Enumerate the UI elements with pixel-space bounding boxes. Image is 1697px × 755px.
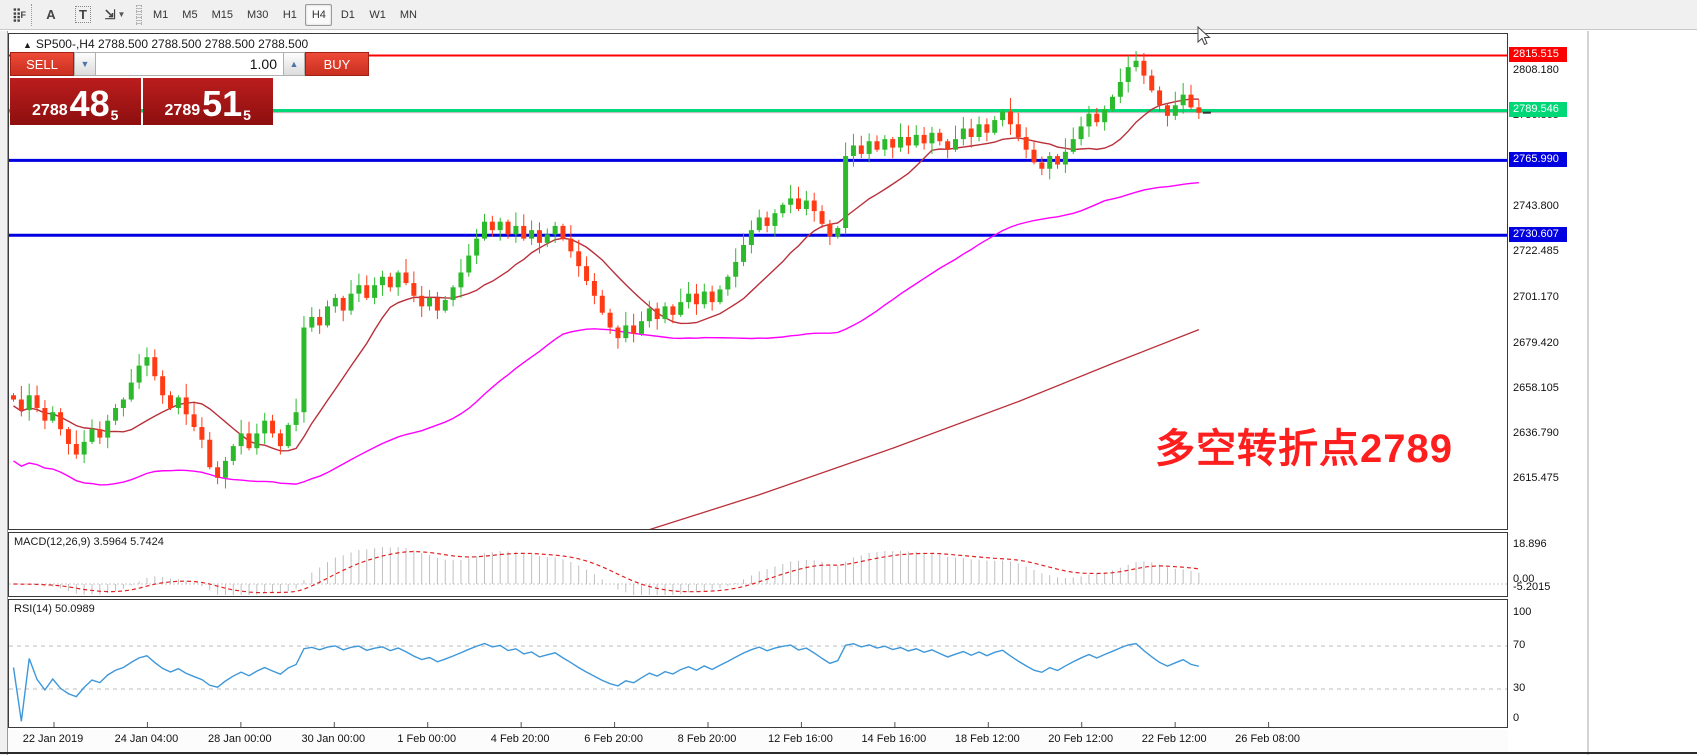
draw-arrows-icon[interactable]: ⇲ ▼	[104, 6, 126, 22]
timeframe-button-M30[interactable]: M30	[246, 8, 269, 21]
collapse-triangle-icon[interactable]: ▲	[23, 40, 32, 50]
volume-decrease-button[interactable]: ▼	[74, 52, 96, 76]
toolbar: ⣿ F A T ⇲ ▼ M1 M5 M15 M30 H1 H4 D1 W1 MN	[0, 0, 1697, 30]
price-tag: 2730.607	[1509, 227, 1567, 243]
rsi-axis-label: 100	[1513, 606, 1532, 618]
volume-input[interactable]	[96, 52, 283, 76]
date-label: 20 Feb 12:00	[1048, 733, 1114, 745]
price-tick-label: 2808.180	[1513, 64, 1559, 76]
price-tag: 2815.515	[1509, 47, 1567, 63]
price-tag: 2765.990	[1509, 152, 1567, 168]
price-tick-label: 2636.790	[1513, 426, 1559, 439]
time-axis[interactable]: 22 Jan 2019 24 Jan 04:00 28 Jan 00:00 30 Ja…	[8, 730, 1508, 752]
rsi-panel[interactable]: RSI(14) 50.0989	[8, 599, 1508, 728]
timeframe-button-H1[interactable]: H1	[282, 8, 297, 21]
volume-increase-button[interactable]: ▲	[283, 52, 305, 76]
timeframe-button-M5[interactable]: M5	[182, 8, 198, 21]
window-bottom-edge	[0, 752, 1697, 754]
ask-quote[interactable]: 2789 51 5	[142, 78, 273, 125]
price-tick-label: 2658.105	[1513, 381, 1559, 394]
rsi-axis-label: 70	[1513, 639, 1526, 651]
price-tick-label: 2615.475	[1513, 471, 1559, 484]
date-label: 18 Feb 12:00	[954, 733, 1020, 745]
timeframe-button-D1[interactable]: D1	[340, 8, 355, 21]
mouse-cursor	[1197, 26, 1211, 46]
chart-annotation: 多空转折点2789	[1155, 427, 1453, 471]
date-label: 26 Feb 08:00	[1235, 733, 1300, 745]
macd-axis-label: 18.896	[1513, 538, 1547, 550]
date-label: 28 Jan 00:00	[208, 733, 272, 745]
date-label: 6 Feb 20:00	[584, 733, 643, 745]
date-label: 8 Feb 20:00	[677, 733, 737, 745]
rsi-axis-label: 30	[1513, 682, 1526, 694]
text-box-icon[interactable]: T	[70, 4, 96, 26]
timeframe-button-M15[interactable]: M15	[211, 8, 233, 21]
timeframe-button-MN[interactable]: MN	[399, 8, 417, 21]
toolbar-grip[interactable]	[136, 4, 142, 25]
text-label-icon[interactable]: A	[46, 7, 56, 22]
price-tick-label: 2701.170	[1513, 290, 1559, 303]
date-label: 12 Feb 16:00	[768, 733, 833, 745]
timeframe-button-W1[interactable]: W1	[369, 8, 386, 21]
timeframe-button-H4[interactable]: H4	[305, 3, 333, 26]
candlestick-chart[interactable]	[9, 34, 1507, 529]
dropdown-caret-icon[interactable]: ▼	[117, 10, 126, 19]
macd-axis-label: -5.2015	[1513, 581, 1551, 593]
price-axis[interactable]: 2808.1802786.8652743.8002722.4852701.170…	[1509, 33, 1587, 728]
timeframe-button-M1[interactable]: M1	[153, 8, 169, 21]
chart-header: ▲ SP500-,H4 2788.500 2788.500 2788.500 27…	[23, 37, 309, 51]
price-tick-label: 2743.800	[1513, 200, 1559, 213]
sell-button[interactable]: SELL	[10, 52, 74, 76]
rsi-label: RSI(14) 50.0989	[14, 603, 95, 615]
macd-label: MACD(12,26,9) 3.5964 5.7424	[14, 536, 164, 548]
buy-button[interactable]: BUY	[305, 52, 369, 76]
date-label: 14 Feb 16:00	[861, 733, 927, 745]
price-tag: 2789.546	[1509, 102, 1567, 118]
date-label: 22 Jan 2019	[22, 733, 84, 745]
macd-axis-label: 0.00	[1513, 573, 1535, 585]
indicator-grid-icon[interactable]: ⣿ F	[6, 3, 32, 26]
date-label: 1 Feb 00:00	[397, 733, 457, 745]
date-label: 4 Feb 20:00	[490, 733, 550, 745]
date-label: 30 Jan 00:00	[301, 733, 366, 745]
rsi-axis-label: 0	[1513, 712, 1520, 724]
main-chart-panel[interactable]: ▲ SP500-,H4 2788.500 2788.500 2788.500 27…	[8, 33, 1508, 530]
date-label: 22 Feb 12:00	[1141, 733, 1207, 745]
window-left-gutter	[0, 31, 8, 755]
window-right-space	[1587, 31, 1697, 755]
price-tick-label: 2679.420	[1513, 336, 1559, 349]
timeframe-bar: M1 M5 M15 M30 H1 H4 D1 W1 MN	[146, 3, 424, 26]
date-label: 24 Jan 04:00	[114, 733, 179, 745]
macd-panel[interactable]: MACD(12,26,9) 3.5964 5.7424	[8, 532, 1508, 597]
bid-quote[interactable]: 2788 48 5	[10, 78, 141, 125]
price-tick-label: 2722.485	[1513, 245, 1559, 258]
